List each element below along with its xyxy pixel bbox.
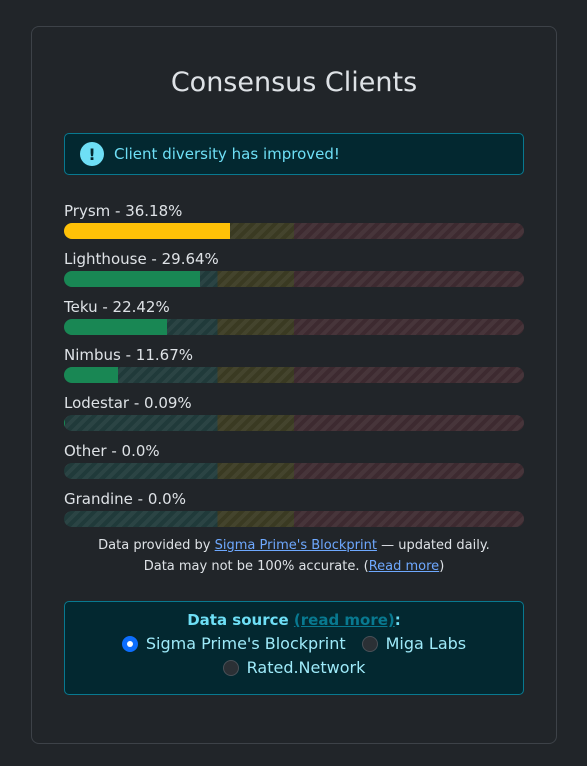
data-source-panel: Data source (read more): Sigma Prime's B… [64,601,524,695]
client-share-bar [64,223,524,239]
client-share-fill [64,367,118,383]
client-row: Teku - 22.42% [64,297,524,345]
footnote-prefix: Data provided by [98,538,215,553]
client-share-fill [64,319,168,335]
radio-button[interactable] [121,635,138,652]
data-source-heading: Data source (read more): [65,611,523,629]
alert-text: Client diversity has improved! [114,145,340,163]
data-source-options-row: Sigma Prime's Blockprint Miga Labs [65,634,523,653]
source-option-label: Miga Labs [385,634,467,653]
client-label: Teku - 22.42% [64,298,170,316]
source-option-label: Rated.Network [246,658,366,677]
client-share-bar [64,415,524,431]
client-label: Nimbus - 11.67% [64,346,193,364]
source-option-miga-labs[interactable]: Miga Labs [361,634,467,653]
client-label: Prysm - 36.18% [64,202,183,220]
client-row: Prysm - 36.18% [64,201,524,249]
client-row: Lodestar - 0.09% [64,393,524,441]
info-icon: ! [80,142,104,166]
client-list: Prysm - 36.18% Lighthouse - 29.64% Teku … [64,201,524,537]
data-source-options-row: Rated.Network [65,658,523,677]
source-option-label: Sigma Prime's Blockprint [145,634,346,653]
data-footnote: Data provided by Sigma Prime's Blockprin… [32,535,556,577]
accuracy-prefix: Data may not be 100% accurate. ( [143,559,369,574]
footnote-suffix: — updated daily. [376,538,490,553]
client-row: Other - 0.0% [64,441,524,489]
client-row: Nimbus - 11.67% [64,345,524,393]
client-row: Grandine - 0.0% [64,489,524,537]
client-share-fill [64,223,231,239]
client-share-bar [64,463,524,479]
radio-button[interactable] [361,635,378,652]
client-label: Lodestar - 0.09% [64,394,192,412]
diversity-alert: ! Client diversity has improved! [64,133,524,175]
source-option-blockprint[interactable]: Sigma Prime's Blockprint [121,634,346,653]
data-source-label: Data source [187,611,289,629]
client-share-bar [64,271,524,287]
client-label: Lighthouse - 29.64% [64,250,219,268]
radio-button[interactable] [222,659,239,676]
client-row: Lighthouse - 29.64% [64,249,524,297]
read-more-link[interactable]: Read more [368,559,440,574]
page-title: Consensus Clients [170,67,418,98]
client-share-bar [64,367,524,383]
client-share-bar [64,319,524,335]
accuracy-suffix: ) [439,559,445,574]
consensus-clients-card: Consensus Clients ! Client diversity has… [31,26,557,744]
source-option-rated-network[interactable]: Rated.Network [222,658,366,677]
blockprint-link[interactable]: Sigma Prime's Blockprint [214,538,377,553]
client-label: Other - 0.0% [64,442,160,460]
client-share-bar [64,511,524,527]
client-label: Grandine - 0.0% [64,490,186,508]
client-share-fill [64,271,201,287]
data-source-colon: : [394,611,401,629]
data-source-read-more-link[interactable]: (read more) [293,611,395,629]
